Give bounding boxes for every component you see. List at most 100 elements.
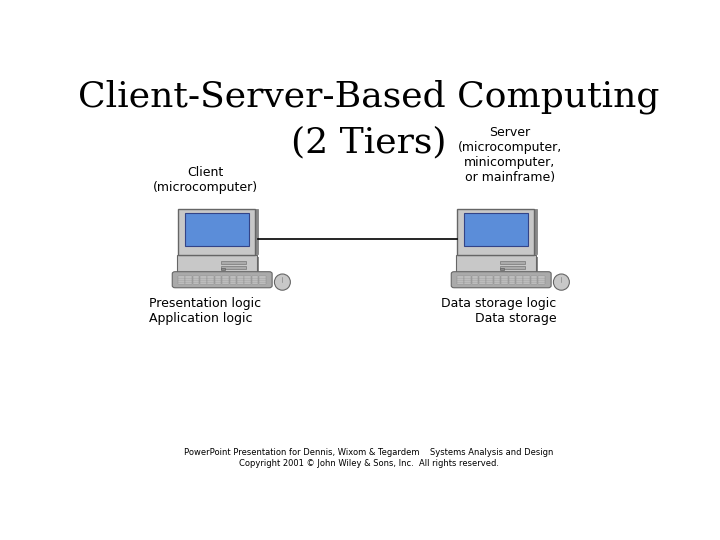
Bar [178,282,184,284]
Bar [215,276,222,278]
FancyBboxPatch shape [456,255,536,273]
Bar [501,278,508,280]
Ellipse shape [274,274,290,290]
Text: Copyright 2001 © John Wiley & Sons, Inc.  All rights reserved.: Copyright 2001 © John Wiley & Sons, Inc.… [239,458,499,468]
Bar [193,282,199,284]
Bar [479,280,486,282]
Polygon shape [185,210,258,254]
Bar [457,278,464,280]
FancyBboxPatch shape [451,272,551,288]
Bar [207,282,214,284]
Bar [178,280,184,282]
Bar [185,278,192,280]
Bar [464,278,471,280]
Bar [221,261,246,264]
Text: PowerPoint Presentation for Dennis, Wixom & Tegardem    Systems Analysis and Des: PowerPoint Presentation for Dennis, Wixo… [184,448,554,457]
Text: Data storage logic
Data storage: Data storage logic Data storage [441,297,557,325]
Bar [538,282,545,284]
Bar [538,276,545,278]
FancyBboxPatch shape [172,272,272,288]
Bar [457,282,464,284]
FancyBboxPatch shape [177,275,271,287]
Bar [523,280,530,282]
Bar [472,276,478,278]
Bar [538,278,545,280]
Bar [457,210,534,255]
Bar [193,276,199,278]
Bar [215,278,222,280]
Bar [479,276,486,278]
Bar [494,278,500,280]
Bar [479,282,486,284]
Bar [200,276,207,278]
Text: (2 Tiers): (2 Tiers) [292,125,446,159]
Bar [215,280,222,282]
Bar [487,276,493,278]
Bar [500,261,526,264]
Bar [185,282,192,284]
Bar [464,282,471,284]
Bar [185,276,192,278]
Bar [237,278,243,280]
Bar [494,276,500,278]
Bar [523,276,530,278]
Bar [252,282,258,284]
Bar [221,268,225,270]
Bar [531,278,537,280]
Bar [215,282,222,284]
Bar [200,282,207,284]
Bar [501,280,508,282]
Bar [237,282,243,284]
Bar [230,276,236,278]
Bar [244,276,251,278]
Bar [472,282,478,284]
Bar [531,276,537,278]
Bar [221,266,246,269]
Ellipse shape [554,274,570,290]
Bar [200,278,207,280]
Bar [200,280,207,282]
Bar [259,282,266,284]
Bar [531,282,537,284]
Bar [516,276,523,278]
Bar [479,278,486,280]
Bar [494,282,500,284]
Bar [244,280,251,282]
Bar [516,280,523,282]
Bar [523,282,530,284]
Bar [487,282,493,284]
Bar [230,280,236,282]
Bar [230,278,236,280]
Bar [464,276,471,278]
Text: Client
(microcomputer): Client (microcomputer) [153,166,258,194]
Bar [237,276,243,278]
Bar [464,213,528,246]
Bar [501,276,508,278]
FancyBboxPatch shape [179,257,258,274]
Bar [237,280,243,282]
Bar [222,278,229,280]
Bar [516,278,523,280]
Bar [494,280,500,282]
Bar [508,276,516,278]
Bar [500,266,526,269]
Bar [508,280,516,282]
Bar [252,280,258,282]
Bar [538,280,545,282]
Bar [523,278,530,280]
Bar [508,278,516,280]
Bar [222,282,229,284]
Bar [531,280,537,282]
Bar [222,276,229,278]
Polygon shape [464,210,536,254]
Bar [207,280,214,282]
Bar [185,280,192,282]
Bar [259,276,266,278]
Bar [508,282,516,284]
Bar [487,278,493,280]
Bar [222,280,229,282]
Bar [230,282,236,284]
Bar [487,280,493,282]
Bar [178,278,184,280]
FancyBboxPatch shape [456,275,551,287]
